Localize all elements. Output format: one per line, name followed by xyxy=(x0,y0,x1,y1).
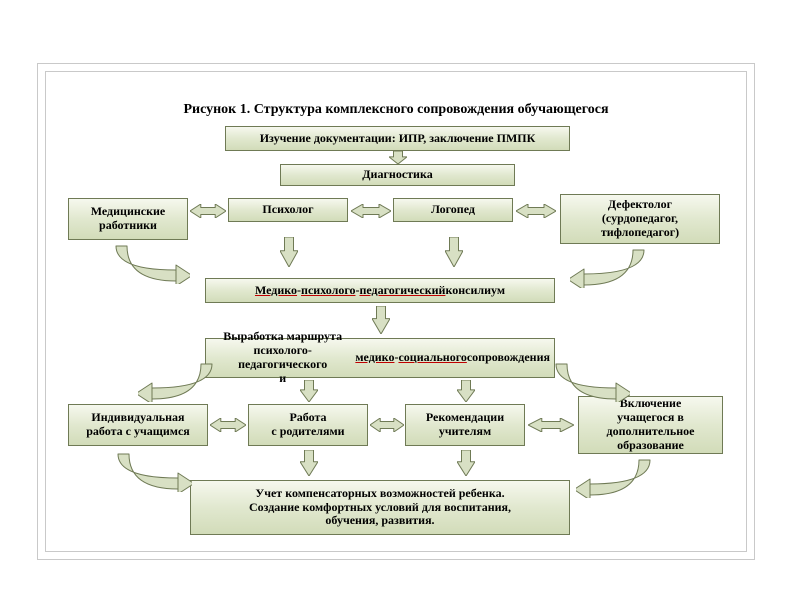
node-indiv: Индивидуальнаяработа с учащимся xyxy=(68,404,208,446)
node-final: Учет компенсаторных возможностей ребенка… xyxy=(190,480,570,535)
node-logo: Логопед xyxy=(393,198,513,222)
arrow-curve-out-right-12 xyxy=(550,362,630,402)
arrow-curve-out-left-11 xyxy=(138,362,218,402)
arrow-down-5 xyxy=(445,237,463,267)
node-doc: Изучение документации: ИПР, заключение П… xyxy=(225,126,570,151)
arrow-curve-in-right-7 xyxy=(570,248,650,288)
arrow-down-9 xyxy=(300,380,318,402)
node-cons: Медико-психолого-педагогический консилиу… xyxy=(205,278,555,303)
node-psy: Психолог xyxy=(228,198,348,222)
arrow-curve-in-left-6 xyxy=(110,244,190,284)
arrow-bi-h-15 xyxy=(528,418,574,432)
arrow-bi-h-2 xyxy=(351,204,391,218)
node-teachers: Рекомендацииучителям xyxy=(405,404,525,446)
arrow-bi-h-3 xyxy=(516,204,556,218)
arrow-down-17 xyxy=(457,450,475,476)
node-med: Медицинские работники xyxy=(68,198,188,240)
arrow-down-0 xyxy=(389,151,407,164)
arrow-bi-h-13 xyxy=(210,418,246,432)
arrow-down-8 xyxy=(372,306,390,334)
arrow-curve-in-left-18 xyxy=(112,452,192,492)
flowchart-stage: Рисунок 1. Структура комплексного сопров… xyxy=(0,0,800,600)
node-parents: Работас родителями xyxy=(248,404,368,446)
node-diag: Диагностика xyxy=(280,164,515,186)
figure-title: Рисунок 1. Структура комплексного сопров… xyxy=(60,102,732,118)
arrow-down-16 xyxy=(300,450,318,476)
node-def: Дефектолог(сурдопедагог,тифлопедагог) xyxy=(560,194,720,244)
arrow-curve-in-right-19 xyxy=(576,458,656,498)
arrow-down-4 xyxy=(280,237,298,267)
node-route: Выработка маршрута психолого-педагогичес… xyxy=(205,338,555,378)
arrow-bi-h-14 xyxy=(370,418,404,432)
arrow-down-10 xyxy=(457,380,475,402)
arrow-bi-h-1 xyxy=(190,204,226,218)
node-incl: Включениеучащегося вдополнительноеобразо… xyxy=(578,396,723,454)
